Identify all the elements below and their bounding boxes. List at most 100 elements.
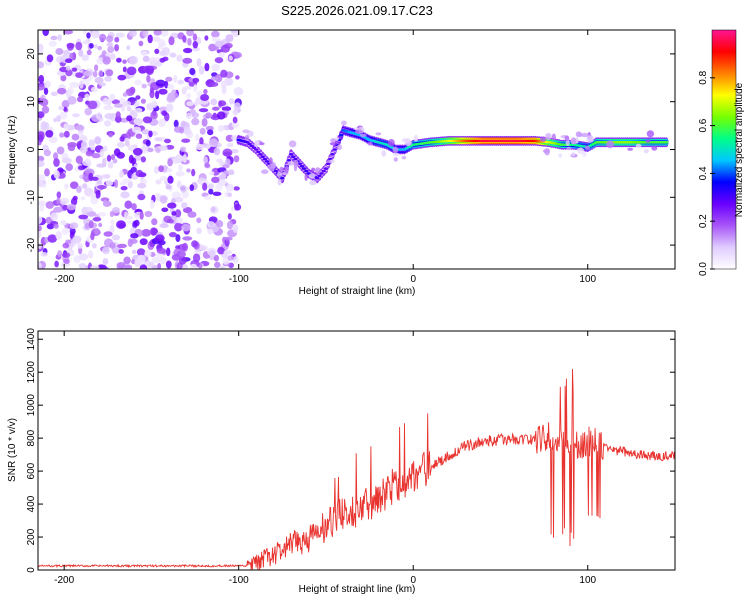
spectrogram-noise-cell [207, 221, 215, 226]
spectrogram-noise-cell [41, 105, 50, 114]
spectrogram-ridge-cell [280, 176, 285, 180]
spectrogram-noise-cell [88, 250, 94, 259]
spectrogram-noise-cell [38, 225, 42, 232]
spectrogram-noise-cell [158, 38, 166, 48]
spectrogram-noise-cell [60, 220, 67, 226]
spectrogram-noise-cell [146, 74, 151, 83]
spectrogram-noise-cell [133, 144, 138, 149]
spectrogram-noise-cell [90, 176, 99, 181]
spectrogram-ridge-cell [299, 164, 305, 168]
spectrogram-noise-cell [60, 200, 67, 205]
spectrogram-spread-cell [287, 161, 295, 166]
spectrogram-noise-cell [109, 224, 115, 234]
figure-title: S225.2026.021.09.17.C23 [281, 3, 433, 18]
spectrogram-noise-cell [174, 209, 182, 218]
spectrogram-noise-cell [179, 127, 185, 134]
spectrogram-noise-cell [38, 242, 42, 250]
spectrogram-noise-cell [96, 180, 103, 185]
spectrogram-noise-cell [166, 247, 171, 257]
spectrogram-noise-cell [80, 196, 86, 201]
spectrogram-noise-cell [222, 164, 230, 169]
spectrogram-spread-cell [259, 142, 265, 146]
snr-frame [37, 330, 676, 571]
spectrogram-noise-cell [65, 65, 71, 71]
spectrogram-spread-cell [413, 134, 419, 142]
spectrogram-noise-cell [230, 30, 238, 33]
spectrogram-noise-cell [150, 78, 156, 84]
spectrogram-noise-cell [155, 90, 160, 100]
spectrogram-noise-cell [164, 138, 171, 144]
spectrogram-noise-cell [141, 229, 152, 237]
spectrogram-noise-cell [198, 65, 205, 75]
spectrogram-noise-cell [63, 130, 70, 138]
spectrogram-noise-cell [192, 41, 198, 49]
spectrogram-noise-cell [214, 73, 223, 83]
spectrogram-noise-cell [223, 250, 233, 255]
spectrogram-ridge-cell [664, 141, 669, 144]
spectrogram-noise-cell [45, 130, 54, 138]
spectrogram-noise-cell [154, 234, 165, 242]
spectrogram-noise-cell [117, 243, 127, 249]
spectrogram-noise-cell [61, 100, 70, 109]
spectrogram-noise-cell [186, 93, 192, 99]
spectrogram-noise-cell [67, 86, 74, 96]
spectrogram-noise-cell [84, 223, 90, 230]
snr-panel: -200 -100 0 100 0 200 400 600 800 1000 1200 1400 H… [7, 328, 676, 595]
spectrogram-noise-cell [118, 249, 124, 254]
spectrogram-noise-cell [75, 72, 83, 78]
spectrogram-noise-cell [157, 263, 162, 269]
spectrogram-noise-cell [72, 113, 80, 118]
spectrogram-noise-cell [130, 233, 139, 239]
spectrogram-noise-cell [218, 100, 227, 107]
spectrogram-noise-cell [152, 36, 161, 42]
spectrogram-spread-cell [392, 152, 400, 157]
spectrogram-spread-cell [254, 140, 260, 148]
spectrogram-noise-cell [193, 84, 198, 92]
spectrogram-noise-cell [211, 63, 220, 72]
spectrogram-noise-cell [116, 262, 126, 269]
spectrogram-noise-cell [119, 136, 125, 142]
spectrogram-noise-cell [98, 82, 106, 87]
spectrogram-noise-cell [166, 219, 174, 224]
spectrogram-noise-cell [185, 112, 192, 120]
spectrogram-ridge-cell [273, 169, 278, 173]
spectrogram-noise-cell [69, 181, 79, 189]
spectrogram-noise-cell [53, 152, 59, 160]
spectrogram-noise-cell [105, 179, 114, 186]
spectrogram-noise-cell [141, 50, 148, 57]
spectrogram-noise-cell [128, 154, 134, 164]
spectrogram-x-ticks: -200 -100 0 100 [54, 30, 597, 285]
spectrogram-noise-cell [67, 144, 76, 152]
spectrogram-noise-cell [82, 183, 88, 189]
spectrogram-noise-cell [133, 147, 143, 156]
spectrogram-noise-cell [94, 136, 102, 145]
spectrogram-noise-cell [174, 196, 184, 203]
spectrogram-spread-cell [551, 133, 556, 141]
spectrogram-noise-cell [126, 115, 133, 122]
spectrogram-noise-cell [69, 222, 79, 230]
spectrogram-noise-cell [106, 98, 112, 106]
spectrogram-noise-cell [168, 36, 175, 46]
spectrogram-noise-cell [155, 79, 166, 87]
spectrogram-noise-cell [89, 43, 94, 49]
snr-y-tick-label: 1200 [26, 361, 37, 384]
snr-y-tick-label: 0 [26, 567, 37, 573]
spectrogram-noise-cell [176, 217, 184, 224]
spectrogram-noise-cell [43, 149, 52, 157]
spectrogram-noise-cell [46, 54, 54, 63]
spectrogram-noise-cell [142, 30, 149, 38]
spectrogram-noise-cell [122, 92, 128, 97]
spectrogram-noise-cell [92, 71, 98, 78]
spectrogram-noise-cell [182, 57, 193, 64]
spectrogram-noise-cell [94, 77, 104, 84]
spectrogram-noise-cell [196, 227, 202, 235]
spectrogram-noise-cell [187, 37, 192, 46]
spectrogram-noise-cell [50, 91, 58, 97]
spectrogram-noise-cell [104, 174, 111, 179]
spectrogram-spread-cell [566, 146, 572, 151]
spectrogram-ridge-cell [297, 162, 302, 166]
spectrogram-noise-cell [211, 36, 221, 43]
spectrogram-noise-cell [181, 223, 191, 232]
spectrogram-noise-cell [120, 191, 130, 199]
spectrogram-noise-cell [66, 124, 76, 131]
